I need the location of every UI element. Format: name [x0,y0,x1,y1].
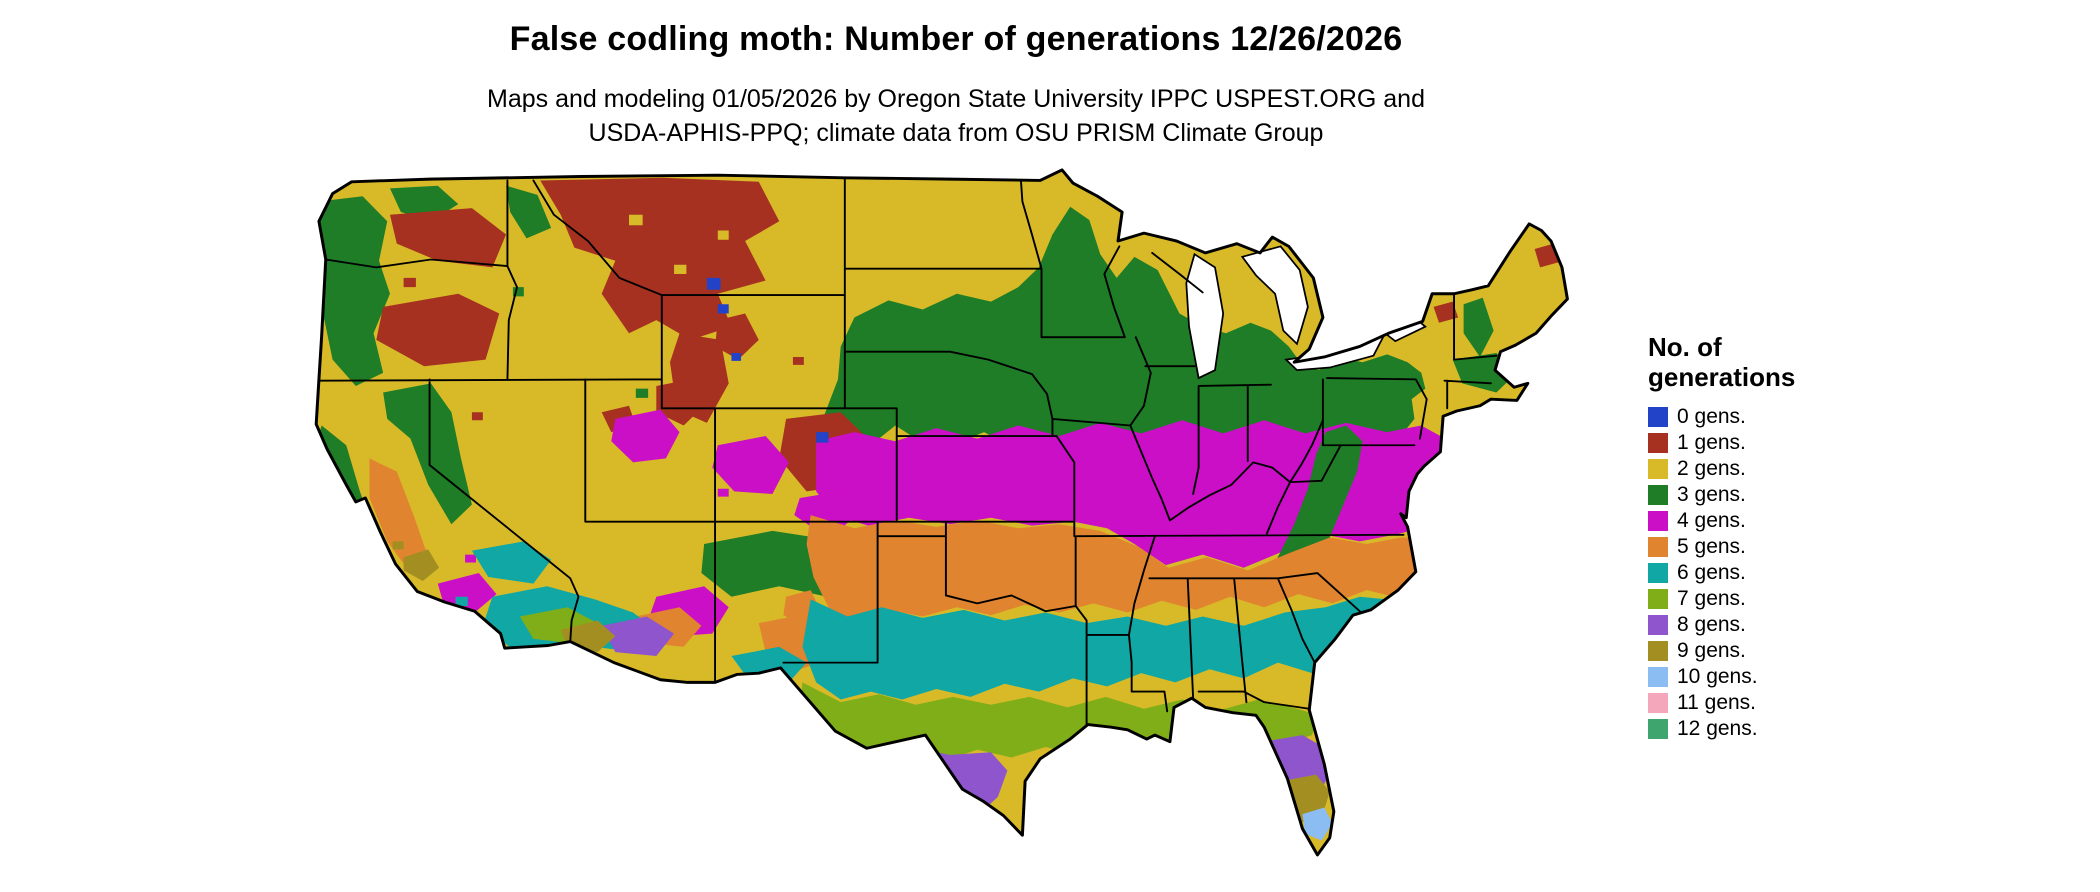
legend-item-label: 3 gens. [1677,482,1746,506]
legend-swatch [1648,614,1668,635]
legend-items: 0 gens. 1 gens. 2 gens. 3 gens. 4 gens. 5 gen… [1648,404,1878,741]
region-3-gens [316,185,552,386]
subtitle-line-1: Maps and modeling 01/05/2026 by Oregon S… [487,85,1425,113]
legend-item-label: 4 gens. [1677,508,1746,532]
us-outline [314,168,1569,857]
region-10-gens [929,807,1333,848]
region-1-gens [376,208,507,367]
legend-item: 5 gens. [1648,534,1878,559]
region-4-gens [611,409,858,531]
legend-swatch [1648,536,1668,557]
subtitle-line-2: USDA-APHIS-PPQ; climate data from OSU PR… [588,119,1324,147]
legend-item-label: 10 gens. [1677,664,1758,688]
legend-item-label: 1 gens. [1677,430,1746,454]
legend-item-label: 9 gens. [1677,638,1746,662]
legend-title-line-2: generations [1648,362,1796,392]
region-5-gens [369,458,702,647]
legend-swatch [1648,692,1668,713]
legend-item-label: 0 gens. [1677,404,1746,428]
legend-item: 0 gens. [1648,404,1878,429]
map-container [308,162,1592,880]
legend-swatch [1648,458,1668,479]
legend-item: 7 gens. [1648,586,1878,611]
legend-item-label: 11 gens. [1677,690,1757,714]
legend-swatch [1648,484,1668,505]
legend-item-label: 8 gens. [1677,612,1746,636]
legend-swatch [1648,588,1668,609]
region-8-gens [601,616,1330,832]
legend-title-line-1: No. of [1648,332,1722,362]
state-borders [316,176,1498,727]
region-4-gens [816,420,1449,568]
legend-item: 4 gens. [1648,508,1878,533]
legend-item: 3 gens. [1648,482,1878,507]
legend-item: 12 gens. [1648,716,1878,741]
legend-item: 8 gens. [1648,612,1878,637]
legend-item-label: 5 gens. [1677,534,1746,558]
legend-swatch [1648,718,1668,739]
legend-item: 1 gens. [1648,430,1878,455]
legend-item-label: 2 gens. [1677,456,1746,480]
us-generations-map [314,168,1569,857]
legend-swatch [1648,510,1668,531]
legend-item: 10 gens. [1648,664,1878,689]
legend-item: 11 gens. [1648,690,1878,715]
legend-item-label: 6 gens. [1677,560,1746,584]
legend-item: 6 gens. [1648,560,1878,585]
legend-swatch [1648,562,1668,583]
legend-title: No. of generations [1648,332,1878,392]
legend-item: 2 gens. [1648,456,1878,481]
legend-item: 9 gens. [1648,638,1878,663]
legend-swatch [1648,666,1668,687]
page-title: False codling moth: Number of generation… [509,20,1403,58]
legend: No. of generations 0 gens. 1 gens. 2 gens.… [1648,332,1878,742]
region-11-gens [1286,845,1311,855]
region-3-gens [316,383,472,608]
region-1-gens [601,313,869,492]
legend-item-label: 7 gens. [1677,586,1746,610]
page-subtitle: Maps and modeling 01/05/2026 by Oregon S… [0,82,1912,150]
region-6-gens [802,594,1418,700]
legend-item-label: 12 gens. [1677,716,1758,740]
legend-swatch [1648,406,1668,427]
legend-swatch [1648,640,1668,661]
legend-swatch [1648,432,1668,453]
region-5-gens [806,515,1426,621]
